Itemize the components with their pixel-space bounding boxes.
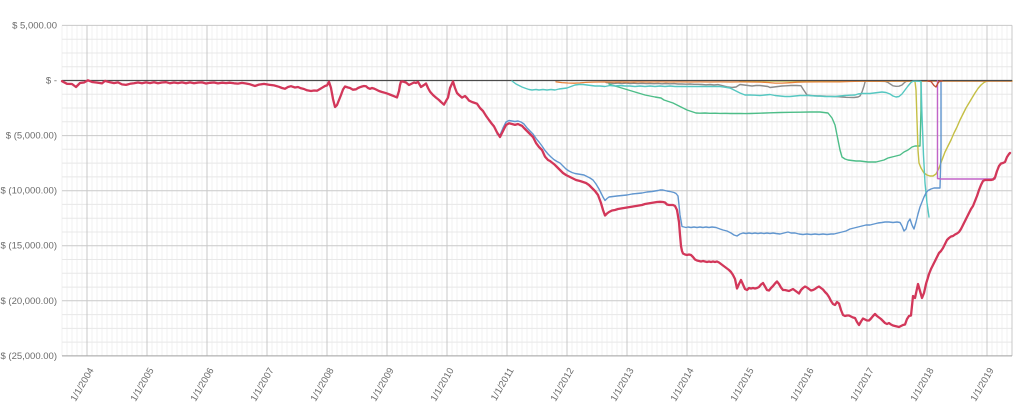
svg-text:$ -: $ - xyxy=(46,76,57,87)
svg-text:$ (5,000.00): $ (5,000.00) xyxy=(6,131,57,142)
svg-text:$ (25,000.00): $ (25,000.00) xyxy=(0,351,57,362)
svg-text:$ (20,000.00): $ (20,000.00) xyxy=(0,296,57,307)
svg-text:$ (10,000.00): $ (10,000.00) xyxy=(0,186,57,197)
svg-text:$ 5,000.00: $ 5,000.00 xyxy=(12,20,57,31)
svg-text:$ (15,000.00): $ (15,000.00) xyxy=(0,241,57,252)
